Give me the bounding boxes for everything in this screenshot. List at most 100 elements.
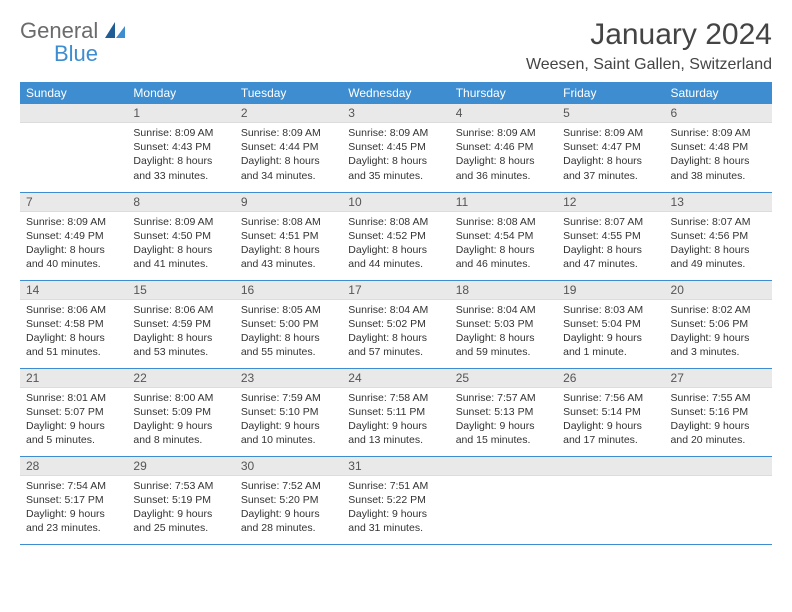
sunset-text: Sunset: 4:46 PM — [456, 140, 551, 154]
daylight-line2: and 43 minutes. — [241, 257, 336, 271]
calendar-cell: 7Sunrise: 8:09 AMSunset: 4:49 PMDaylight… — [20, 192, 127, 280]
day-number: 30 — [235, 457, 342, 476]
sunset-text: Sunset: 5:09 PM — [133, 405, 228, 419]
daylight-line1: Daylight: 8 hours — [133, 243, 228, 257]
day-details: Sunrise: 7:51 AMSunset: 5:22 PMDaylight:… — [342, 476, 449, 540]
month-title: January 2024 — [526, 18, 772, 52]
calendar-cell: 9Sunrise: 8:08 AMSunset: 4:51 PMDaylight… — [235, 192, 342, 280]
calendar-cell: 27Sunrise: 7:55 AMSunset: 5:16 PMDayligh… — [665, 368, 772, 456]
sunrise-text: Sunrise: 8:06 AM — [26, 303, 121, 317]
daylight-line2: and 55 minutes. — [241, 345, 336, 359]
sunrise-text: Sunrise: 8:07 AM — [671, 215, 766, 229]
sunset-text: Sunset: 4:56 PM — [671, 229, 766, 243]
daylight-line2: and 34 minutes. — [241, 169, 336, 183]
daylight-line2: and 47 minutes. — [563, 257, 658, 271]
day-number: 18 — [450, 281, 557, 300]
calendar-cell: 13Sunrise: 8:07 AMSunset: 4:56 PMDayligh… — [665, 192, 772, 280]
day-details: Sunrise: 8:09 AMSunset: 4:45 PMDaylight:… — [342, 123, 449, 187]
day-header: Sunday — [20, 82, 127, 104]
sunset-text: Sunset: 4:59 PM — [133, 317, 228, 331]
sunrise-text: Sunrise: 7:59 AM — [241, 391, 336, 405]
daylight-line2: and 8 minutes. — [133, 433, 228, 447]
sunrise-text: Sunrise: 7:52 AM — [241, 479, 336, 493]
day-details: Sunrise: 8:08 AMSunset: 4:54 PMDaylight:… — [450, 212, 557, 276]
day-details: Sunrise: 8:05 AMSunset: 5:00 PMDaylight:… — [235, 300, 342, 364]
day-header-row: SundayMondayTuesdayWednesdayThursdayFrid… — [20, 82, 772, 104]
sunrise-text: Sunrise: 8:06 AM — [133, 303, 228, 317]
daylight-line1: Daylight: 8 hours — [133, 331, 228, 345]
day-number: 3 — [342, 104, 449, 123]
day-number: 7 — [20, 193, 127, 212]
daylight-line2: and 28 minutes. — [241, 521, 336, 535]
daylight-line1: Daylight: 9 hours — [348, 419, 443, 433]
sunrise-text: Sunrise: 7:58 AM — [348, 391, 443, 405]
day-details: Sunrise: 7:57 AMSunset: 5:13 PMDaylight:… — [450, 388, 557, 452]
daylight-line1: Daylight: 8 hours — [671, 154, 766, 168]
day-details: Sunrise: 8:09 AMSunset: 4:49 PMDaylight:… — [20, 212, 127, 276]
sunrise-text: Sunrise: 8:05 AM — [241, 303, 336, 317]
logo-text-blue: Blue — [54, 41, 98, 67]
sunset-text: Sunset: 4:52 PM — [348, 229, 443, 243]
sunrise-text: Sunrise: 8:01 AM — [26, 391, 121, 405]
daylight-line1: Daylight: 8 hours — [26, 331, 121, 345]
daylight-line1: Daylight: 9 hours — [26, 419, 121, 433]
sunrise-text: Sunrise: 8:08 AM — [348, 215, 443, 229]
day-details: Sunrise: 8:09 AMSunset: 4:43 PMDaylight:… — [127, 123, 234, 187]
calendar-cell — [557, 456, 664, 544]
daylight-line1: Daylight: 9 hours — [241, 419, 336, 433]
calendar-week: 7Sunrise: 8:09 AMSunset: 4:49 PMDaylight… — [20, 192, 772, 280]
day-number: 28 — [20, 457, 127, 476]
sunset-text: Sunset: 4:49 PM — [26, 229, 121, 243]
sunset-text: Sunset: 5:22 PM — [348, 493, 443, 507]
day-number: 8 — [127, 193, 234, 212]
day-details: Sunrise: 8:00 AMSunset: 5:09 PMDaylight:… — [127, 388, 234, 452]
daylight-line1: Daylight: 8 hours — [671, 243, 766, 257]
calendar-cell: 8Sunrise: 8:09 AMSunset: 4:50 PMDaylight… — [127, 192, 234, 280]
calendar-cell: 28Sunrise: 7:54 AMSunset: 5:17 PMDayligh… — [20, 456, 127, 544]
day-header: Saturday — [665, 82, 772, 104]
calendar-cell: 6Sunrise: 8:09 AMSunset: 4:48 PMDaylight… — [665, 104, 772, 192]
calendar-cell: 31Sunrise: 7:51 AMSunset: 5:22 PMDayligh… — [342, 456, 449, 544]
daylight-line2: and 23 minutes. — [26, 521, 121, 535]
day-details: Sunrise: 8:09 AMSunset: 4:47 PMDaylight:… — [557, 123, 664, 187]
calendar-cell: 20Sunrise: 8:02 AMSunset: 5:06 PMDayligh… — [665, 280, 772, 368]
logo-sail-icon — [105, 22, 127, 45]
calendar-cell: 11Sunrise: 8:08 AMSunset: 4:54 PMDayligh… — [450, 192, 557, 280]
location: Weesen, Saint Gallen, Switzerland — [526, 56, 772, 74]
calendar-cell: 15Sunrise: 8:06 AMSunset: 4:59 PMDayligh… — [127, 280, 234, 368]
daylight-line2: and 13 minutes. — [348, 433, 443, 447]
sunrise-text: Sunrise: 7:55 AM — [671, 391, 766, 405]
day-details: Sunrise: 8:04 AMSunset: 5:03 PMDaylight:… — [450, 300, 557, 364]
day-number: 9 — [235, 193, 342, 212]
daylight-line1: Daylight: 9 hours — [133, 419, 228, 433]
daylight-line1: Daylight: 8 hours — [241, 331, 336, 345]
daylight-line1: Daylight: 9 hours — [241, 507, 336, 521]
calendar-cell: 17Sunrise: 8:04 AMSunset: 5:02 PMDayligh… — [342, 280, 449, 368]
day-number: 31 — [342, 457, 449, 476]
calendar-week: 14Sunrise: 8:06 AMSunset: 4:58 PMDayligh… — [20, 280, 772, 368]
day-number: 4 — [450, 104, 557, 123]
daylight-line1: Daylight: 8 hours — [133, 154, 228, 168]
sunset-text: Sunset: 5:19 PM — [133, 493, 228, 507]
day-number: 21 — [20, 369, 127, 388]
daylight-line1: Daylight: 9 hours — [456, 419, 551, 433]
daylight-line2: and 40 minutes. — [26, 257, 121, 271]
calendar-cell — [665, 456, 772, 544]
daylight-line2: and 20 minutes. — [671, 433, 766, 447]
title-box: January 2024 Weesen, Saint Gallen, Switz… — [526, 18, 772, 74]
sunrise-text: Sunrise: 8:03 AM — [563, 303, 658, 317]
sunset-text: Sunset: 5:11 PM — [348, 405, 443, 419]
sunrise-text: Sunrise: 8:09 AM — [348, 126, 443, 140]
daylight-line2: and 41 minutes. — [133, 257, 228, 271]
day-header: Wednesday — [342, 82, 449, 104]
calendar-cell — [450, 456, 557, 544]
sunset-text: Sunset: 4:45 PM — [348, 140, 443, 154]
day-number: 24 — [342, 369, 449, 388]
calendar-cell: 18Sunrise: 8:04 AMSunset: 5:03 PMDayligh… — [450, 280, 557, 368]
daylight-line2: and 51 minutes. — [26, 345, 121, 359]
daylight-line2: and 36 minutes. — [456, 169, 551, 183]
sunset-text: Sunset: 4:47 PM — [563, 140, 658, 154]
sunrise-text: Sunrise: 8:09 AM — [133, 126, 228, 140]
calendar-cell: 12Sunrise: 8:07 AMSunset: 4:55 PMDayligh… — [557, 192, 664, 280]
logo: General Blue — [20, 18, 127, 67]
